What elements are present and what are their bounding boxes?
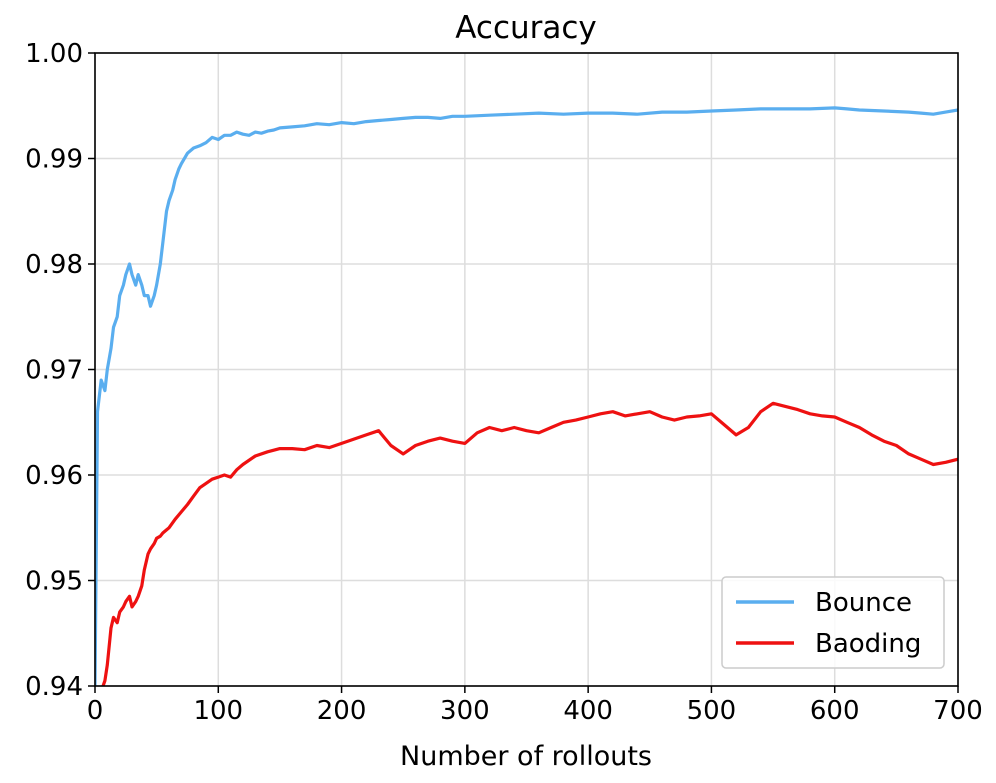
y-axis-ticks: 0.94 0.95 0.96 0.97 0.98 0.99 1.00 (25, 39, 95, 702)
grid-lines (94, 52, 959, 687)
y-tick-label: 0.96 (25, 461, 83, 491)
legend-label-bounce: Bounce (815, 588, 912, 618)
x-tick-label: 400 (563, 696, 613, 726)
x-axis-title: Number of rollouts (400, 741, 652, 772)
y-tick-label: 0.99 (25, 145, 83, 175)
y-tick-label: 0.94 (25, 672, 83, 702)
x-tick-label: 200 (317, 696, 367, 726)
y-tick-label: 0.97 (25, 356, 83, 386)
y-tick-label: 0.95 (25, 567, 83, 597)
series-line-baoding (101, 401, 958, 686)
x-tick-label: 100 (193, 696, 243, 726)
series-line-bounce (95, 106, 958, 686)
legend-box (721, 576, 945, 669)
x-tick-label: 600 (810, 696, 860, 726)
x-tick-label: 500 (687, 696, 737, 726)
y-tick-label: 0.98 (25, 250, 83, 280)
series-lines (95, 106, 958, 686)
legend-label-baoding: Baoding (815, 629, 921, 659)
x-tick-label: 0 (87, 696, 104, 726)
x-tick-label: 700 (933, 696, 983, 726)
legend: Bounce Baoding (721, 576, 945, 669)
x-axis-ticks: 0 100 200 300 400 500 600 700 (87, 686, 983, 726)
x-tick-label: 300 (440, 696, 490, 726)
y-tick-label: 1.00 (25, 39, 83, 69)
chart-title: Accuracy (455, 10, 597, 46)
